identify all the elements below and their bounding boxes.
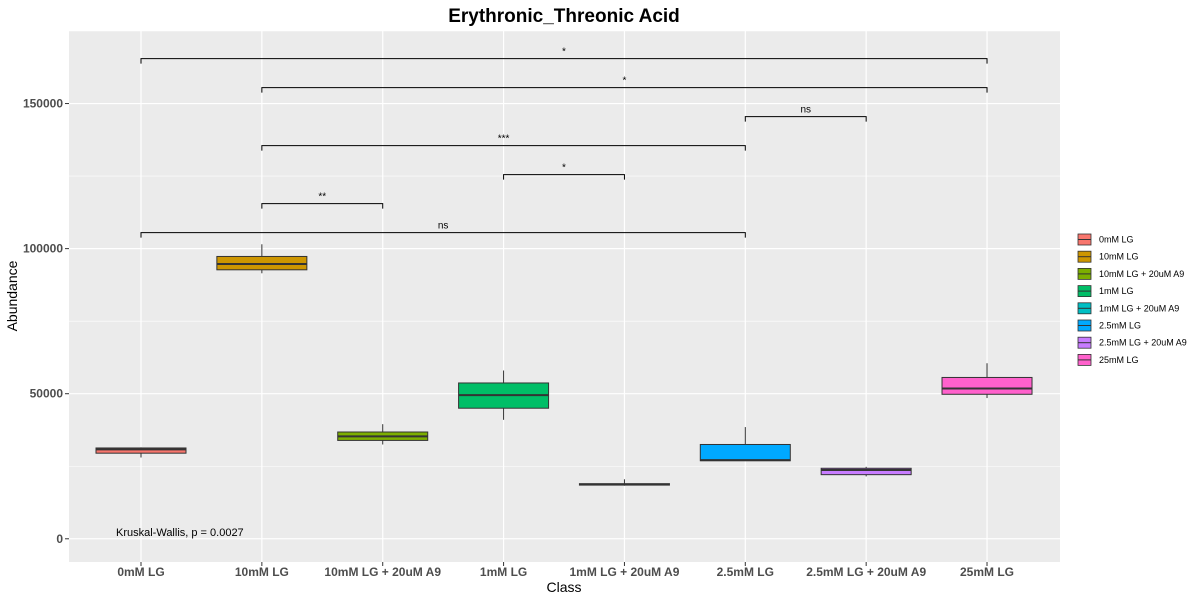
comparison-bracket [140, 58, 988, 64]
kruskal-wallis-annotation: Kruskal-Wallis, p = 0.0027 [116, 527, 244, 539]
x-tick-label: 0mM LG [117, 565, 164, 579]
x-tick-label: 2.5mM LG + 20uM A9 [806, 565, 926, 579]
legend-item: 10mM LG [1077, 250, 1139, 263]
legend-label: 0mM LG [1099, 235, 1134, 245]
legend-label: 1mM LG + 20uM A9 [1099, 303, 1179, 313]
comparison-bracket [503, 174, 625, 180]
comparison-bracket [261, 87, 988, 93]
comparison-label: * [562, 47, 566, 58]
x-axis-title: Class [546, 579, 581, 595]
box-body [941, 376, 1033, 395]
box-2-5mm-lg-20um-a9 [820, 466, 912, 477]
x-tick-label: 10mM LG + 20uM A9 [324, 565, 441, 579]
box-0mm-lg [95, 447, 187, 458]
comparison-label: * [562, 163, 566, 174]
x-tick-label: 2.5mM LG [717, 565, 774, 579]
comparison-bracket [261, 203, 384, 209]
legend-item: 25mM LG [1077, 353, 1139, 366]
legend-label: 2.5mM LG + 20uM A9 [1099, 338, 1187, 348]
significance-brackets: **ns******ns [140, 47, 988, 238]
box-1mm-lg-20um-a9 [578, 479, 670, 486]
box-2-5mm-lg [699, 427, 791, 462]
comparison-bracket [140, 232, 746, 238]
comparison-bracket [261, 145, 746, 151]
legend: 0mM LG 10mM LG 10mM LG + 20uM A9 1mM LG 1mM … [1077, 233, 1187, 366]
legend-item: 1mM LG + 20uM A9 [1077, 302, 1179, 315]
y-axis-ticks: 0 50000 100000 150000 [23, 97, 69, 546]
box-1mm-lg [458, 370, 550, 420]
legend-label: 25mM LG [1099, 355, 1139, 365]
legend-label: 1mM LG [1099, 286, 1134, 296]
y-axis-title: Abundance [4, 260, 20, 331]
y-tick-label: 150000 [23, 97, 63, 111]
legend-item: 1mM LG [1077, 285, 1134, 298]
legend-item: 2.5mM LG + 20uM A9 [1077, 336, 1187, 349]
legend-label: 2.5mM LG [1099, 321, 1141, 331]
y-tick-label: 50000 [30, 387, 64, 401]
comparison-label: *** [498, 134, 510, 145]
comparison-label: ns [800, 105, 811, 116]
boxes [95, 244, 1033, 486]
comparison-label: * [622, 76, 626, 87]
x-tick-label: 10mM LG [235, 565, 289, 579]
box-10mm-lg [216, 244, 308, 274]
legend-label: 10mM LG [1099, 252, 1139, 262]
legend-item: 10mM LG + 20uM A9 [1077, 267, 1184, 280]
legend-item: 0mM LG [1077, 233, 1134, 246]
chart-title: Erythronic_Threonic Acid [448, 6, 680, 27]
box-body [820, 467, 912, 476]
box-10mm-lg-20um-a9 [337, 424, 429, 445]
legend-label: 10mM LG + 20uM A9 [1099, 269, 1184, 279]
box-25mm-lg [941, 363, 1033, 399]
legend-item: 2.5mM LG [1077, 319, 1141, 332]
y-tick-label: 0 [56, 532, 63, 546]
x-tick-label: 1mM LG [480, 565, 527, 579]
box-body [699, 443, 791, 462]
x-tick-label: 25mM LG [960, 565, 1014, 579]
x-tick-label: 1mM LG + 20uM A9 [569, 565, 679, 579]
comparison-label: ** [318, 192, 326, 203]
comparison-label: ns [438, 221, 449, 232]
y-tick-label: 100000 [23, 242, 63, 256]
x-axis-ticks: 0mM LG 10mM LG 10mM LG + 20uM A9 1mM LG 1mM … [117, 562, 1014, 579]
box-body [95, 447, 187, 454]
grid-lines [69, 30, 1060, 562]
comparison-bracket [744, 116, 867, 122]
plot-panel [69, 31, 1060, 562]
